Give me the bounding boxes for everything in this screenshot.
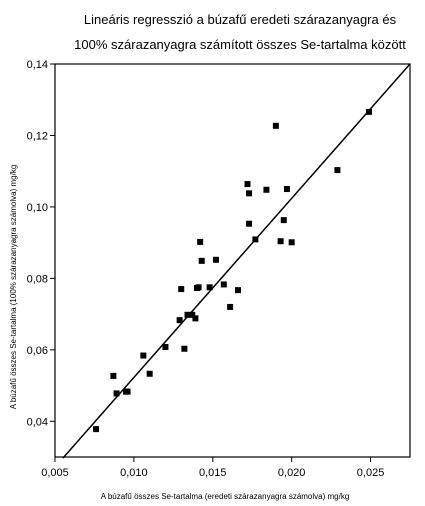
y-tick-label: 0,12 [27, 130, 48, 142]
data-point [124, 388, 131, 395]
data-point [277, 238, 284, 245]
data-point [198, 257, 205, 264]
data-point [206, 284, 213, 291]
x-tick-label: 0,010 [120, 467, 148, 479]
y-tick-label: 0,08 [27, 273, 48, 285]
data-point [176, 317, 183, 324]
x-axis-label: A búzafű összes Se-tartalma (eredeti szá… [101, 492, 350, 501]
data-point [252, 236, 259, 243]
y-tick-label: 0,10 [27, 202, 48, 214]
data-point [181, 345, 188, 352]
data-point [110, 372, 117, 379]
data-point [280, 217, 287, 224]
x-axis-ticks: 0,005 0,010 0,015 0,020 0,025 [41, 457, 384, 479]
y-tick-label: 0,14 [27, 59, 48, 71]
y-axis-label: A búzafű összes Se-tartalma (100% száraz… [9, 165, 18, 410]
y-tick-label: 0,04 [27, 416, 48, 428]
x-tick-label: 0,005 [41, 467, 69, 479]
data-point [189, 311, 196, 318]
data-point [365, 108, 372, 115]
data-point [263, 186, 270, 193]
x-tick-label: 0,015 [199, 467, 227, 479]
x-tick-label: 0,025 [357, 467, 385, 479]
data-point [283, 186, 290, 193]
data-point [246, 220, 253, 227]
data-points [93, 108, 372, 433]
data-point [272, 122, 279, 129]
data-point [178, 286, 185, 293]
data-point [197, 238, 204, 245]
data-point [220, 281, 227, 288]
y-axis-ticks: 0,04 0,06 0,08 0,10 0,12 0,14 [27, 59, 55, 428]
data-point [140, 352, 147, 359]
data-point [212, 256, 219, 263]
chart-title-line-1: Lineáris regresszió a búzafű eredeti szá… [84, 12, 397, 27]
y-tick-label: 0,06 [27, 345, 48, 357]
data-point [184, 311, 191, 318]
regression-line-group [62, 63, 411, 459]
data-point [162, 343, 169, 350]
data-point [195, 284, 202, 291]
data-point [288, 239, 295, 246]
data-point [235, 287, 242, 294]
data-point [192, 315, 199, 322]
plot-frame [54, 63, 411, 458]
data-point [246, 190, 253, 197]
regression-line [62, 63, 411, 459]
data-point [227, 303, 234, 310]
data-point [113, 390, 120, 397]
data-point [93, 426, 100, 433]
chart-title-line-2: 100% szárazanyagra számított összes Se-t… [74, 37, 406, 52]
data-point [334, 167, 341, 174]
data-point [244, 181, 251, 188]
data-point [146, 370, 153, 377]
x-tick-label: 0,020 [278, 467, 306, 479]
